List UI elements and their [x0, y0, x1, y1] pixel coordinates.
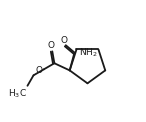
Text: O: O [61, 36, 68, 45]
Text: H$_3$C: H$_3$C [8, 88, 27, 100]
Text: NH$_2$: NH$_2$ [79, 47, 98, 59]
Text: O: O [35, 66, 42, 75]
Text: O: O [48, 41, 55, 50]
